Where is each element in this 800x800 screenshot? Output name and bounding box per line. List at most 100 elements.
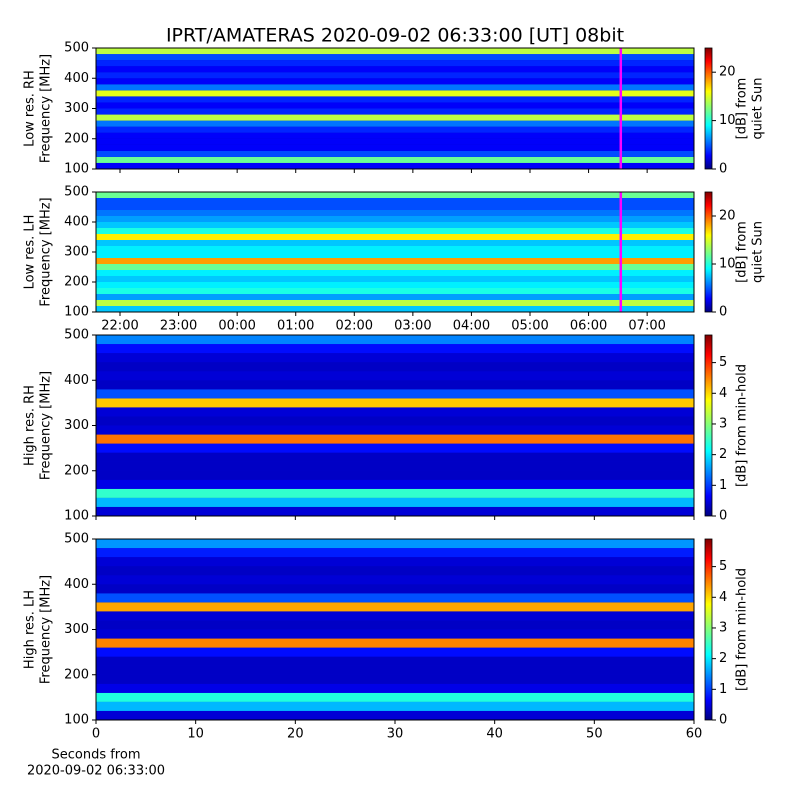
heat-row xyxy=(96,683,694,693)
heat-row xyxy=(96,506,694,516)
y-tick-label: 400 xyxy=(64,577,89,592)
colorbar-label: [dB] from xyxy=(735,78,750,140)
colorbar xyxy=(704,538,713,721)
colorbar-tick-label: 10 xyxy=(719,257,736,272)
heat-row xyxy=(96,90,694,97)
heat-row xyxy=(96,78,694,85)
heat-row xyxy=(96,306,694,312)
x-axis-label: Seconds from xyxy=(51,748,140,763)
heat-row xyxy=(96,434,694,444)
heat-row xyxy=(96,156,694,163)
x-tick-label: 40 xyxy=(486,727,503,742)
heat-row xyxy=(96,443,694,453)
heat-row xyxy=(96,398,694,408)
heat-row xyxy=(96,566,694,576)
heat-row xyxy=(96,593,694,603)
x-tick-label: 00:00 xyxy=(218,319,255,334)
colorbar-label: quiet Sun xyxy=(751,221,766,283)
heat-row xyxy=(96,674,694,684)
heat-row xyxy=(96,288,694,294)
heat-row xyxy=(96,222,694,228)
heat-row xyxy=(96,344,694,354)
heat-row xyxy=(96,216,694,222)
y-tick-label: 400 xyxy=(64,215,89,230)
x-tick-label: 07:00 xyxy=(628,319,665,334)
x-tick-label: 03:00 xyxy=(394,319,431,334)
heat-row xyxy=(96,192,694,198)
x-tick-label: 30 xyxy=(387,727,404,742)
colorbar xyxy=(704,334,713,517)
x-tick-label: 20 xyxy=(287,727,304,742)
y-tick-label: 100 xyxy=(64,162,89,177)
chart-title: IPRT/AMATERAS 2020-09-02 06:33:00 [UT] 0… xyxy=(166,25,624,47)
colorbar-label: quiet Sun xyxy=(751,77,766,139)
heat-row xyxy=(96,710,694,720)
x-axis-label: 2020-09-02 06:33:00 xyxy=(27,764,165,779)
colorbar-tick-label: 20 xyxy=(719,209,736,224)
heat-row xyxy=(96,120,694,127)
y-axis-label: Frequency [MHz] xyxy=(39,54,54,163)
y-axis-label: Low res. LH xyxy=(23,215,38,290)
heat-row xyxy=(96,144,694,151)
heat-row xyxy=(96,300,694,306)
heat-row xyxy=(96,228,694,234)
heat-row xyxy=(96,452,694,462)
y-tick-label: 200 xyxy=(64,275,89,290)
heat-row xyxy=(96,210,694,216)
heat-row xyxy=(96,629,694,639)
heat-row xyxy=(96,656,694,666)
heat-row xyxy=(96,48,694,55)
heat-row xyxy=(96,132,694,139)
y-tick-label: 500 xyxy=(64,328,89,343)
colorbar-tick-label: 1 xyxy=(719,682,727,697)
x-tick-label: 22:00 xyxy=(101,319,138,334)
y-tick-label: 400 xyxy=(64,373,89,388)
y-tick-label: 200 xyxy=(64,667,89,682)
x-tick-label: 60 xyxy=(686,727,703,742)
colorbar-tick-label: 3 xyxy=(719,620,727,635)
heat-row xyxy=(96,461,694,471)
colorbar-tick-label: 0 xyxy=(719,305,727,320)
heat-row xyxy=(96,162,694,169)
heat-row xyxy=(96,126,694,133)
colorbar-tick-label: 10 xyxy=(719,113,736,128)
heat-row xyxy=(96,575,694,585)
heat-row xyxy=(96,584,694,594)
heat-row xyxy=(96,150,694,157)
y-tick-label: 400 xyxy=(64,71,89,86)
heat-row xyxy=(96,407,694,417)
colorbar-tick-label: 0 xyxy=(719,162,727,177)
y-tick-label: 500 xyxy=(64,41,89,56)
y-axis-label: High res. RH xyxy=(23,385,38,466)
y-axis-label: Low res. RH xyxy=(23,70,38,147)
y-axis-label: Frequency [MHz] xyxy=(39,371,54,480)
heat-row xyxy=(96,470,694,480)
y-tick-label: 100 xyxy=(64,713,89,728)
x-tick-label: 04:00 xyxy=(453,319,490,334)
colorbar-label: [dB] from xyxy=(735,221,750,283)
heat-row xyxy=(96,701,694,711)
y-tick-label: 500 xyxy=(64,532,89,547)
heat-row xyxy=(96,620,694,630)
x-tick-label: 23:00 xyxy=(160,319,197,334)
heat-row xyxy=(96,294,694,300)
colorbar-tick-label: 2 xyxy=(719,447,727,462)
colorbar-tick-label: 5 xyxy=(719,355,727,370)
heat-row xyxy=(96,204,694,210)
y-tick-label: 200 xyxy=(64,131,89,146)
colorbar-tick-label: 5 xyxy=(719,559,727,574)
x-tick-label: 10 xyxy=(187,727,204,742)
colorbar xyxy=(704,47,713,170)
heat-row xyxy=(96,353,694,363)
colorbar xyxy=(704,191,713,313)
colorbar-tick-label: 0 xyxy=(719,509,727,524)
x-tick-label: 50 xyxy=(586,727,603,742)
heat-row xyxy=(96,246,694,252)
heat-row xyxy=(96,548,694,558)
colorbar-tick-label: 3 xyxy=(719,416,727,431)
heat-row xyxy=(96,240,694,246)
heat-row xyxy=(96,638,694,648)
colorbar-tick-label: 0 xyxy=(719,713,727,728)
